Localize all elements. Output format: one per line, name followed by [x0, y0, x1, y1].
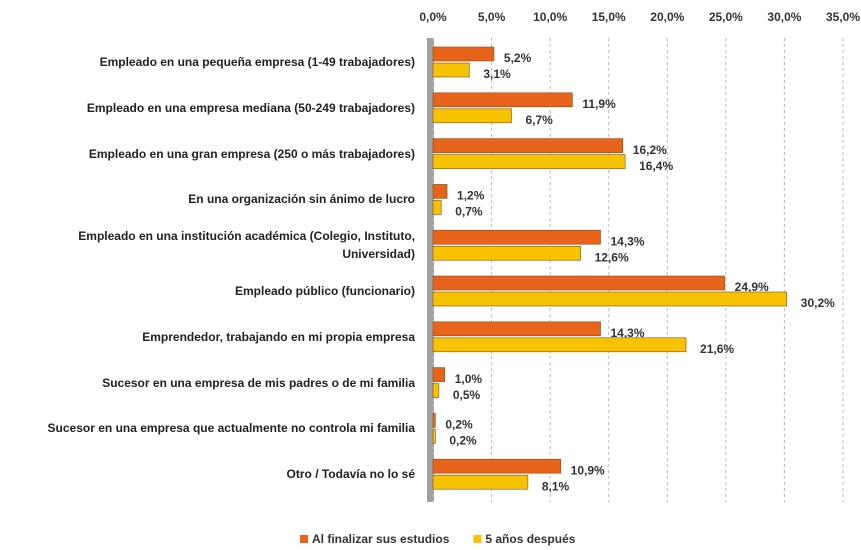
category-label: Emprendedor, trabajando en mi propia emp…	[142, 329, 415, 344]
bar	[432, 200, 442, 215]
bar	[432, 474, 529, 490]
bar	[432, 413, 436, 428]
data-label: 16,4%	[639, 159, 673, 173]
bar	[432, 62, 470, 78]
bar	[432, 138, 624, 153]
bar	[432, 92, 573, 108]
x-tick-label: 35,0%	[826, 10, 860, 24]
data-label: 11,9%	[582, 97, 616, 111]
x-tick-label: 30,0%	[767, 10, 801, 24]
data-label: 16,2%	[633, 143, 667, 157]
bar	[432, 383, 440, 398]
data-label: 1,0%	[455, 372, 483, 386]
bar	[432, 429, 436, 444]
data-label: 5,2%	[504, 51, 532, 65]
legend-label: Al finalizar sus estudios	[312, 532, 450, 546]
data-label: 3,1%	[483, 67, 511, 81]
bar	[432, 229, 601, 245]
x-tick-label: 25,0%	[709, 10, 743, 24]
data-label: 24,9%	[735, 280, 769, 294]
bar	[432, 291, 788, 307]
legend-label: 5 años después	[485, 532, 575, 546]
category-label: Empleado público (funcionario)	[235, 284, 415, 298]
bar	[432, 321, 601, 337]
data-label: 14,3%	[611, 234, 645, 248]
x-tick-label: 10,0%	[533, 10, 567, 24]
data-label: 0,2%	[445, 418, 473, 432]
data-label: 21,6%	[700, 342, 734, 356]
x-tick-label: 0,0%	[419, 10, 447, 24]
legend-swatch	[473, 535, 482, 543]
data-label: 8,1%	[542, 479, 570, 493]
category-label: Sucesor en una empresa de mis padres o d…	[102, 375, 415, 390]
bar	[432, 46, 495, 62]
bar	[432, 337, 687, 353]
data-label: 10,9%	[571, 463, 605, 477]
category-label: Empleado en una pequeña empresa (1-49 tr…	[99, 55, 415, 69]
data-label: 14,3%	[611, 326, 645, 340]
axis-wall	[427, 38, 434, 502]
data-label: 0,7%	[455, 205, 483, 219]
data-label: 0,5%	[453, 388, 481, 402]
data-label: 30,2%	[801, 296, 835, 310]
data-label: 1,2%	[457, 189, 485, 203]
bar	[432, 108, 512, 124]
bar	[432, 154, 626, 169]
category-label: Otro / Todavía no lo sé	[286, 467, 415, 482]
legend-swatch	[300, 535, 308, 543]
x-tick-label: 20,0%	[650, 10, 684, 24]
data-label: 12,6%	[595, 250, 629, 264]
category-label: Sucesor en una empresa que actualmente n…	[47, 421, 415, 436]
data-label: 6,7%	[525, 113, 553, 127]
category-label: Empleado en una gran empresa (250 o más …	[88, 146, 415, 161]
category-label: En una organización sin ánimo de lucro	[188, 192, 415, 207]
category-label: Empleado en una institución académica (C…	[78, 229, 415, 262]
bar	[432, 367, 446, 382]
bar	[432, 184, 448, 199]
bar	[432, 245, 581, 261]
bar	[432, 275, 725, 291]
category-label: Empleado en una empresa mediana (50-249 …	[86, 100, 415, 115]
x-tick-label: 5,0%	[478, 10, 506, 24]
x-tick-label: 15,0%	[592, 10, 626, 24]
bar	[432, 458, 561, 474]
data-label: 0,2%	[449, 434, 477, 448]
